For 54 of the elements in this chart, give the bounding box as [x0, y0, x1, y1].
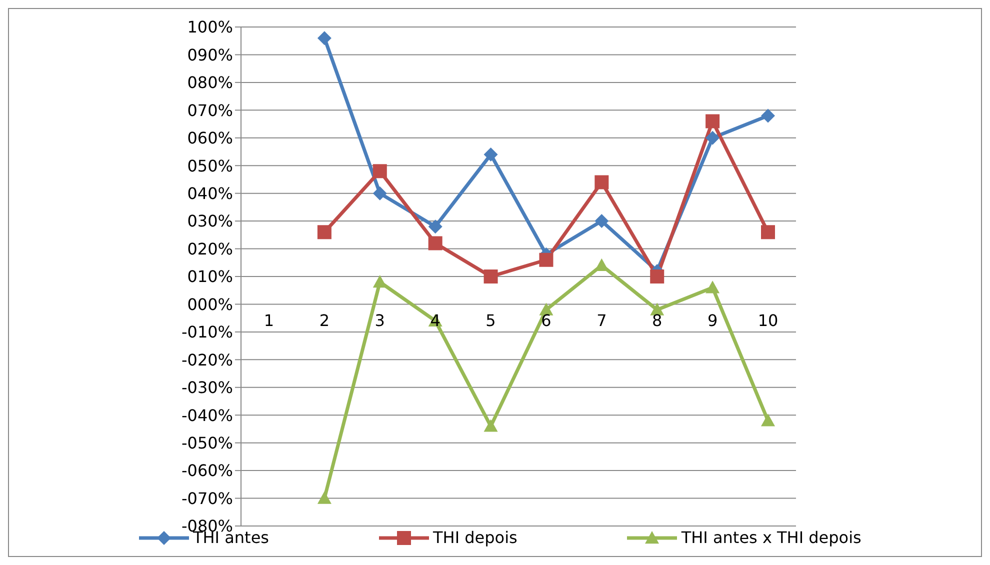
y-tick-label: 030% [187, 212, 233, 231]
y-tick-label: 000% [187, 294, 233, 314]
point [372, 275, 387, 288]
point [372, 186, 387, 200]
x-tick-label: 6 [541, 311, 552, 330]
point [650, 270, 664, 284]
x-tick-label: 5 [486, 311, 496, 330]
legend-label: THI depois [432, 528, 518, 547]
y-tick-label: 080% [187, 73, 233, 92]
y-tick-label: 010% [187, 267, 233, 286]
point [706, 280, 720, 294]
x-tick-label: 10 [758, 311, 778, 330]
point [761, 108, 775, 123]
x-tick-label: 7 [596, 311, 607, 330]
y-tick-label: 070% [187, 100, 233, 120]
point [317, 31, 332, 46]
point [706, 114, 720, 128]
y-tick-label: -040% [181, 406, 233, 425]
x-tick-label: 8 [652, 311, 662, 330]
y-tick-label: -060% [181, 461, 233, 480]
point [594, 214, 609, 228]
point [484, 419, 498, 432]
point [594, 175, 609, 190]
point [484, 148, 498, 162]
x-tick-label: 1 [264, 311, 274, 330]
point [317, 225, 332, 240]
y-tick-label: -030% [181, 378, 233, 398]
point [539, 252, 554, 267]
point [317, 491, 332, 504]
point [650, 302, 664, 316]
point [484, 270, 498, 284]
point [706, 130, 720, 145]
y-tick-label: 060% [187, 128, 233, 148]
point [372, 164, 387, 178]
point [761, 225, 775, 240]
point [539, 302, 554, 316]
point [428, 236, 442, 250]
x-tick-label: 9 [707, 311, 718, 330]
y-tick-label: 090% [187, 45, 233, 64]
x-tick-label: 3 [374, 311, 385, 330]
y-tick-label: -050% [181, 434, 233, 453]
y-tick-label: -020% [181, 350, 233, 370]
point [428, 220, 442, 234]
x-tick-label: 2 [319, 311, 330, 330]
point [594, 258, 609, 272]
y-tick-label: -010% [181, 322, 233, 342]
y-tick-label: 100% [187, 18, 233, 37]
point [761, 414, 775, 426]
y-tick-label: 050% [187, 156, 233, 176]
y-tick-label: 020% [187, 239, 233, 258]
x-tick-label: 4 [430, 311, 440, 330]
y-tick-label: 040% [187, 184, 233, 204]
y-tick-label: -070% [181, 488, 233, 508]
legend-label: THI antes x THI depois [680, 528, 862, 547]
